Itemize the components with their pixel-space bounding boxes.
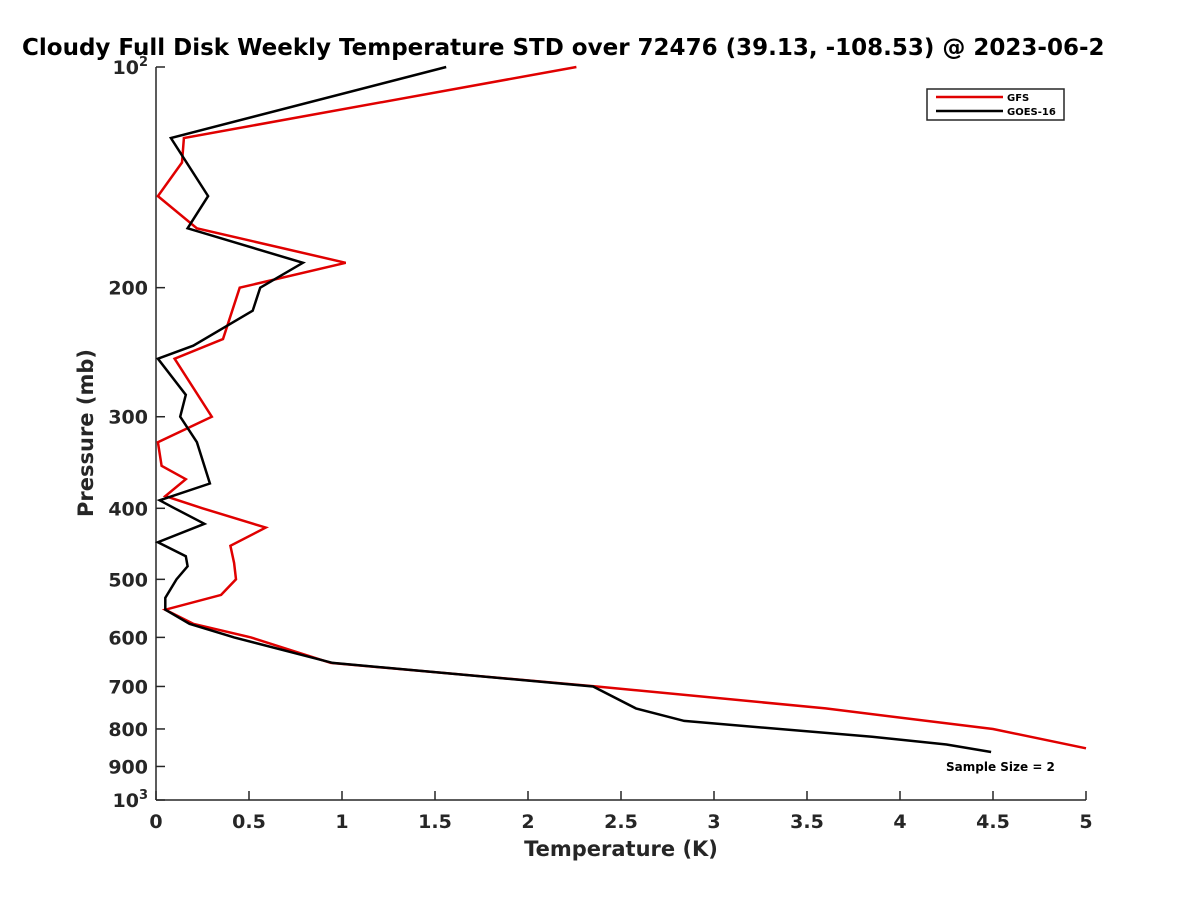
x-axis-label: Temperature (K)	[524, 837, 718, 861]
series-line-gfs	[156, 65, 1087, 750]
x-tick-label: 5	[1079, 811, 1092, 833]
y-tick-label: 200	[108, 278, 148, 300]
x-tick-label: 1	[335, 811, 348, 833]
x-tick-label: 3	[707, 811, 720, 833]
legend-label-gfs: GFS	[1007, 93, 1029, 104]
x-tick-label: 4.5	[976, 811, 1010, 833]
sample-size-annotation: Sample Size = 2	[946, 760, 1055, 774]
legend: GFS GOES-16	[926, 88, 1065, 121]
y-tick-label: 900	[108, 756, 148, 778]
x-tick-label: 1.5	[418, 811, 452, 833]
y-axis-label: Pressure (mb)	[74, 349, 98, 517]
y-tick-label: 300	[108, 407, 148, 429]
y-tick-label: 500	[108, 569, 148, 591]
legend-label-goes16: GOES-16	[1007, 107, 1056, 118]
y-tick-label: 103	[113, 788, 149, 812]
x-tick-label: 2.5	[604, 811, 638, 833]
plot-area: 0 0.5 1 1.5 2 2.5 3 3.5 4 4.5 5 102 200 300 400 500 600 7…	[108, 55, 1092, 833]
x-tick-label: 2	[521, 811, 534, 833]
legend-box	[926, 88, 1065, 121]
x-tick-label: 3.5	[790, 811, 824, 833]
x-tick-label: 4	[893, 811, 906, 833]
y-tick-label: 700	[108, 676, 148, 698]
chart-title: Cloudy Full Disk Weekly Temperature STD …	[22, 35, 1105, 61]
y-tick-label: 400	[108, 498, 148, 520]
y-tick-label: 102	[113, 55, 149, 79]
y-tick-label: 800	[108, 719, 148, 741]
y-tick-label: 600	[108, 627, 148, 649]
x-tick-label: 0.5	[232, 811, 266, 833]
x-tick-label: 0	[149, 811, 162, 833]
